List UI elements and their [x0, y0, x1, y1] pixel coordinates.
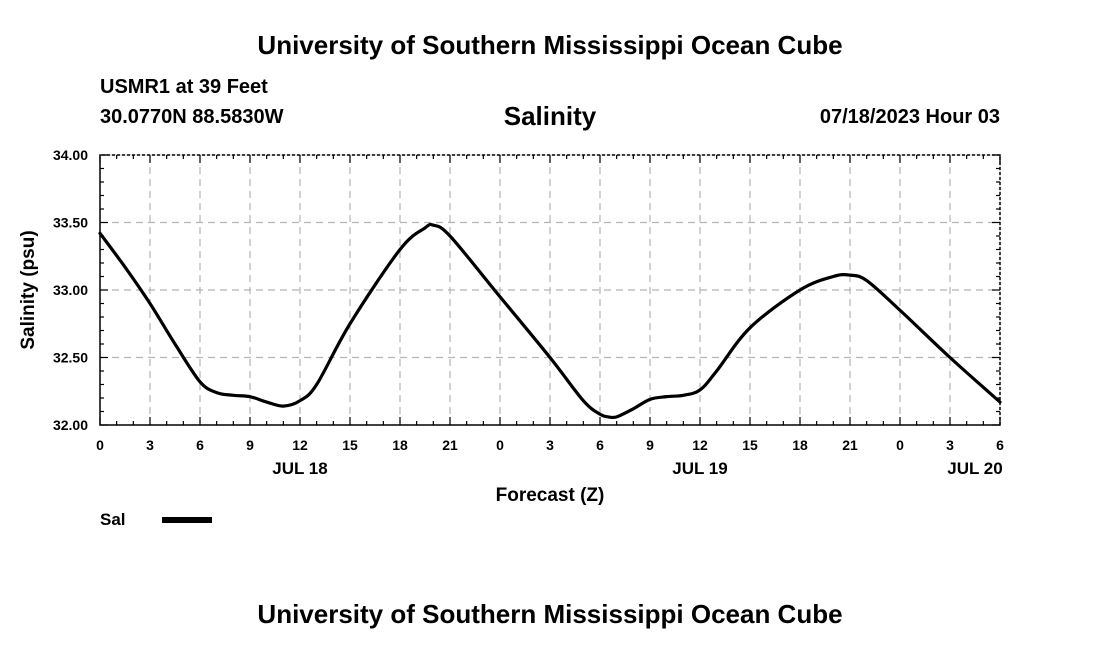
x-tick-label: 21 [842, 437, 858, 453]
day-label: JUL 19 [672, 459, 727, 478]
bottom-title: University of Southern Mississippi Ocean… [257, 599, 843, 629]
y-axis-label: Salinity (psu) [18, 230, 39, 349]
day-label: JUL 18 [272, 459, 327, 478]
x-tick-label: 0 [96, 437, 104, 453]
x-tick-label: 6 [596, 437, 604, 453]
x-tick-label: 21 [442, 437, 458, 453]
x-tick-label: 12 [292, 437, 308, 453]
x-tick-label: 0 [896, 437, 904, 453]
station-label: USMR1 at 39 Feet [100, 76, 268, 98]
forecast-datetime: 07/18/2023 Hour 03 [819, 106, 1000, 128]
chart-title: Salinity [503, 101, 597, 131]
coordinates-label: 30.0770N 88.5830W [100, 106, 284, 128]
legend-swatch [162, 517, 212, 523]
x-tick-label: 12 [692, 437, 708, 453]
x-tick-label: 3 [146, 437, 154, 453]
x-tick-label: 9 [246, 437, 254, 453]
x-tick-label: 3 [546, 437, 554, 453]
x-tick-label: 3 [946, 437, 954, 453]
x-tick-label: 15 [742, 437, 758, 453]
top-title: University of Southern Mississippi Ocean… [257, 30, 843, 60]
day-label: JUL 20 [947, 459, 1002, 478]
x-tick-label: 0 [496, 437, 504, 453]
x-tick-label: 15 [342, 437, 358, 453]
y-tick-label: 33.00 [53, 282, 88, 298]
series-line-sal [98, 222, 1002, 420]
y-tick-label: 32.00 [53, 417, 88, 433]
y-tick-label: 32.50 [53, 350, 88, 366]
x-tick-label: 18 [792, 437, 808, 453]
x-tick-label: 18 [392, 437, 408, 453]
y-tick-label: 34.00 [53, 147, 88, 163]
y-tick-label: 33.50 [53, 215, 88, 231]
x-tick-label: 6 [196, 437, 204, 453]
x-axis-label: Forecast (Z) [496, 485, 605, 506]
legend-label: Sal [100, 510, 126, 529]
x-tick-label: 9 [646, 437, 654, 453]
x-tick-label: 6 [996, 437, 1004, 453]
